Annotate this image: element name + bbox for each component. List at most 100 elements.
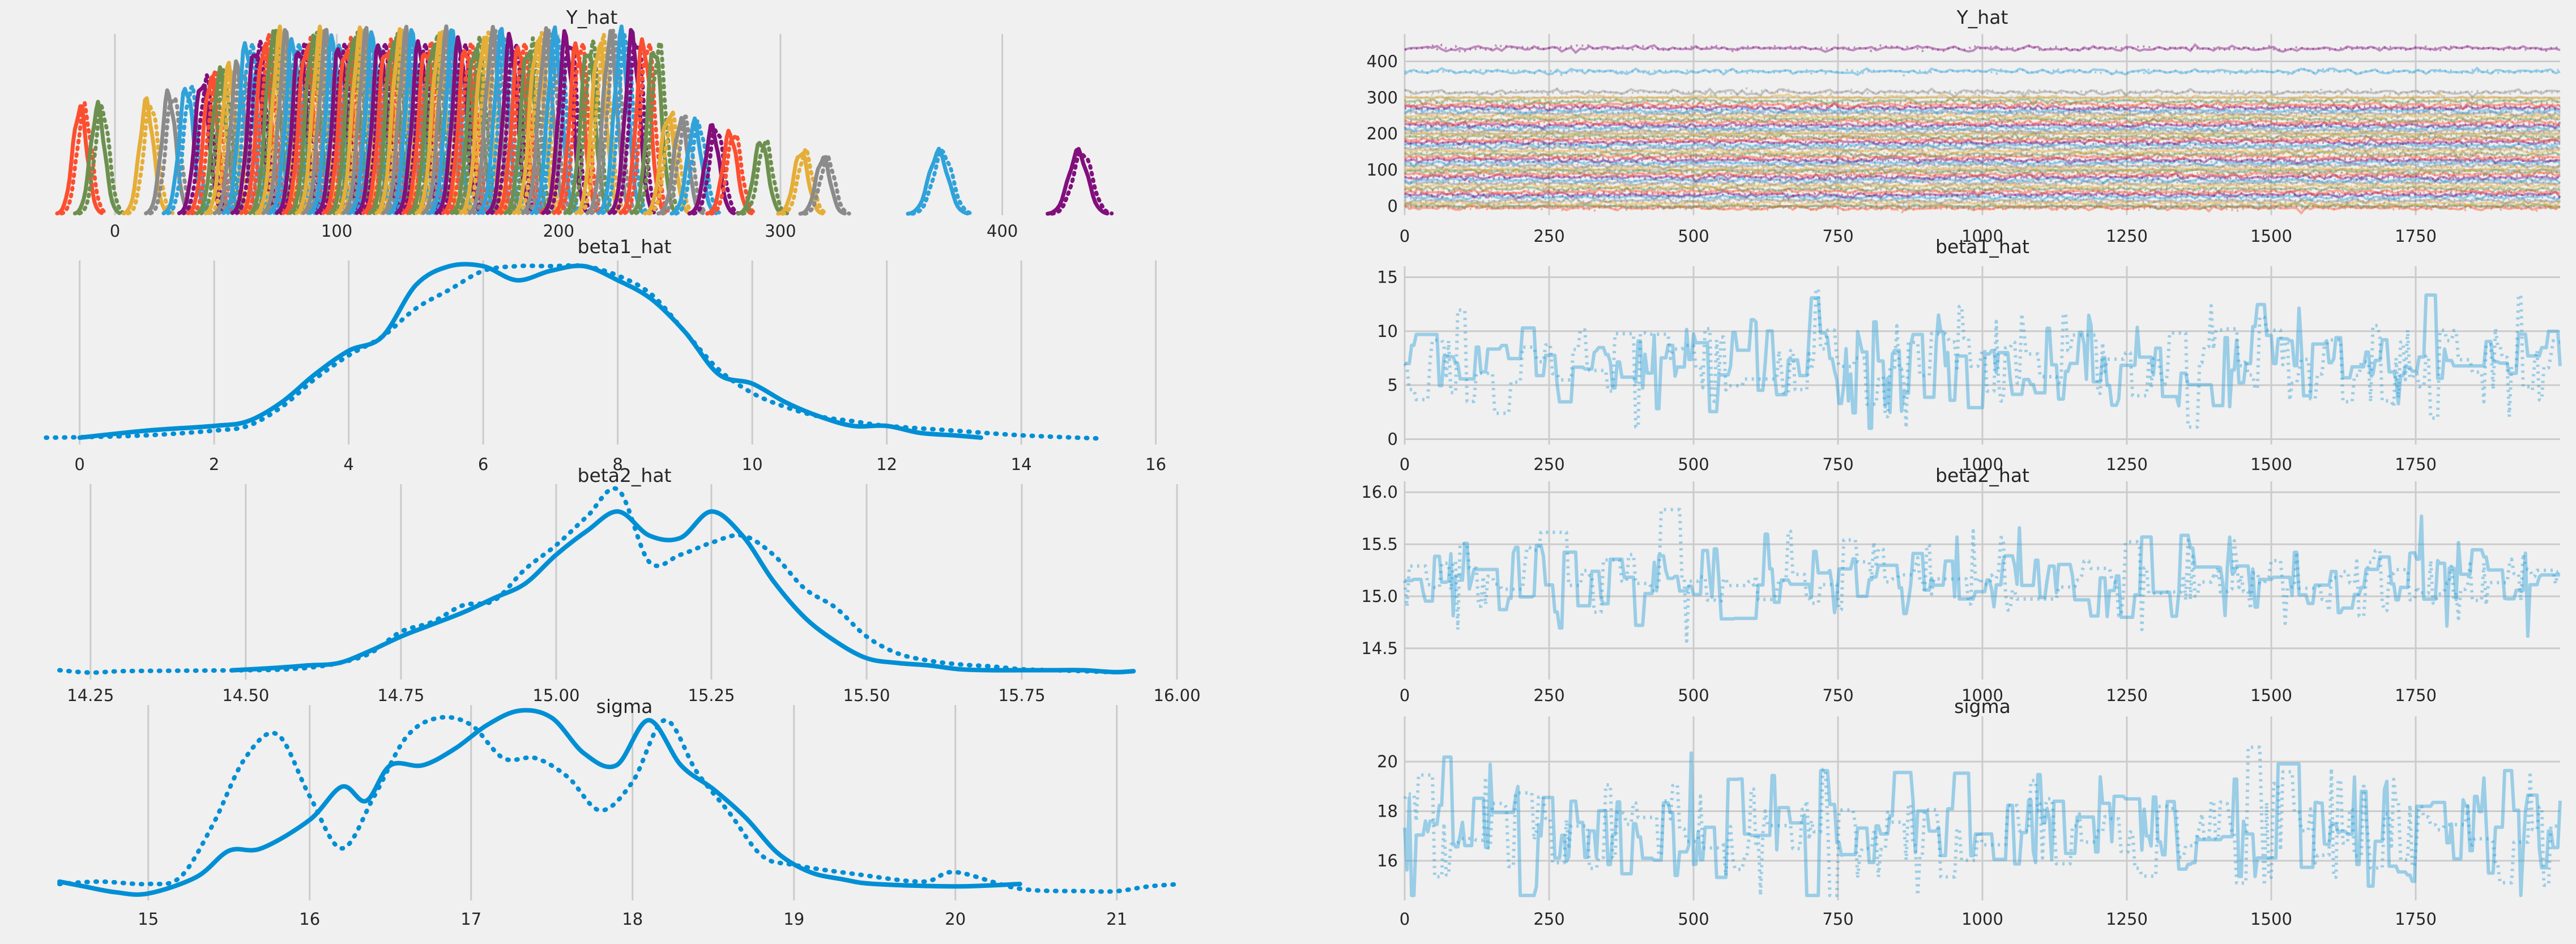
yhat-density-curve (334, 25, 383, 215)
yhat-density-curve (498, 41, 548, 215)
x-tick-label: 8 (612, 455, 622, 474)
x-tick-label: 1250 (2106, 686, 2148, 705)
yhat-density-curve (148, 96, 197, 216)
x-tick-label: 10 (742, 455, 763, 474)
x-tick-label: 1500 (2250, 227, 2292, 246)
yhat-trace-line (1404, 118, 2561, 128)
yhat-trace-line (1404, 96, 2561, 107)
y-tick-label: 400 (1367, 52, 1398, 71)
x-tick-label: 0 (74, 455, 84, 474)
yhat-trace-line (1404, 128, 2561, 138)
yhat-trace-line (1404, 146, 2561, 156)
x-tick-label: 16.00 (1154, 686, 1201, 705)
panel-title: sigma (1954, 695, 2011, 717)
x-tick-label: 750 (1822, 909, 1853, 929)
yhat-trace-line (1404, 166, 2561, 177)
yhat-density-curve (195, 65, 244, 216)
yhat-density-curve (279, 41, 328, 215)
yhat-trace-line (1404, 122, 2561, 133)
yhat-density-curve (574, 41, 623, 215)
yhat-density-curve (212, 59, 261, 215)
panel-sigma-density: 15 16 17 18 19 20 21 sigma (57, 695, 1184, 929)
yhat-trace-line (1404, 195, 2561, 206)
yhat-trace-line (1404, 141, 2561, 151)
x-tick-label: 2 (209, 455, 219, 474)
density-curve-chain-2 (57, 715, 1184, 894)
x-tick-label: 6 (478, 455, 488, 474)
yhat-trace-line (1404, 144, 2561, 155)
yhat-trace-line (1404, 193, 2561, 202)
yhat-trace-line (1404, 183, 2561, 194)
x-tick-label: 0 (1400, 227, 1410, 246)
yhat-density-curve (445, 41, 494, 215)
yhat-density-curve (301, 28, 350, 215)
x-tick-label: 18 (622, 909, 643, 929)
yhat-density-curve (736, 140, 785, 216)
y-tick-label: 20 (1377, 752, 1398, 771)
density-curve-chain-2 (57, 486, 1136, 675)
x-tick-label: 4 (343, 455, 353, 474)
trace-line-chain-1 (1403, 751, 2562, 898)
y-tick-label: 18 (1377, 802, 1398, 821)
yhat-trace-line (1404, 100, 2561, 110)
yhat-density-curve (596, 24, 645, 215)
yhat-trace-line (1404, 133, 2561, 144)
x-tick-label: 14.75 (377, 686, 424, 705)
yhat-trace-line (1404, 190, 2561, 200)
yhat-trace-line (1404, 203, 2561, 215)
yhat-trace-line (1404, 149, 2561, 160)
x-tick-label: 200 (543, 221, 574, 241)
yhat-density-curve (365, 37, 415, 215)
x-tick-label: 1000 (1961, 455, 2003, 474)
panel-title: beta2_hat (1935, 464, 2029, 486)
x-tick-label: 500 (1678, 455, 1709, 474)
x-tick-label: 0 (1400, 455, 1410, 474)
panel-title: beta1_hat (578, 236, 672, 258)
yhat-trace-line (1404, 152, 2561, 163)
yhat-trace-line (1404, 134, 2561, 145)
yhat-density-curve (521, 26, 570, 215)
y-tick-label: 10 (1377, 322, 1398, 341)
yhat-density-curve (463, 30, 512, 215)
yhat-trace-line (1404, 151, 2561, 162)
yhat-trace-line (1404, 198, 2561, 210)
yhat-trace-line (1404, 108, 2561, 119)
yhat-trace-line (1404, 108, 2561, 119)
yhat-density-curve (428, 28, 476, 215)
yhat-density-curve (144, 88, 193, 216)
yhat-trace-line (1404, 138, 2561, 148)
yhat-density-curve (656, 116, 705, 216)
yhat-density-curve (507, 36, 556, 215)
x-tick-label: 1000 (1961, 686, 2003, 705)
yhat-trace-line (1404, 163, 2561, 175)
yhat-trace-line (1404, 87, 2561, 99)
yhat-trace-line (1404, 129, 2561, 139)
yhat-density-curve (585, 29, 634, 215)
x-tick-label: 19 (783, 909, 804, 929)
yhat-trace-line (1404, 183, 2561, 194)
x-tick-label: 1500 (2250, 686, 2292, 705)
yhat-density-curve (563, 52, 612, 215)
yhat-density-curve (705, 129, 754, 216)
y-tick-label: 100 (1367, 160, 1398, 180)
yhat-trace-line (1404, 172, 2561, 183)
x-tick-label: 250 (1533, 909, 1564, 929)
x-tick-label: 750 (1822, 686, 1853, 705)
y-tick-label: 15.5 (1361, 535, 1398, 554)
y-tick-label: 14.5 (1361, 639, 1398, 658)
x-tick-label: 500 (1678, 909, 1709, 929)
yhat-density-curve (798, 155, 847, 216)
yhat-density-curve (692, 128, 740, 216)
y-tick-label: 300 (1367, 88, 1398, 107)
yhat-density-curve (295, 24, 343, 215)
x-tick-label: 21 (1106, 909, 1127, 929)
x-tick-label: 1000 (1961, 227, 2003, 246)
yhat-trace-line (1404, 198, 2561, 209)
yhat-trace-line (1404, 155, 2561, 165)
x-tick-label: 250 (1533, 227, 1564, 246)
yhat-trace-line (1404, 102, 2561, 112)
x-tick-label: 17 (460, 909, 481, 929)
x-tick-label: 500 (1678, 227, 1709, 246)
yhat-trace-line (1404, 169, 2561, 181)
